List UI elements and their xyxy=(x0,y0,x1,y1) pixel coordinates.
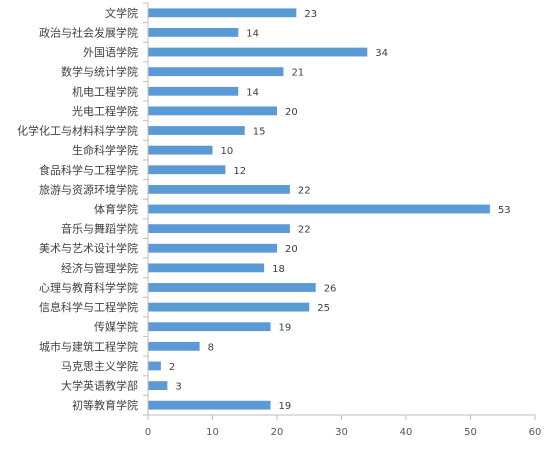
x-tick-label: 10 xyxy=(206,427,219,438)
bar xyxy=(148,302,310,312)
x-tick-label: 30 xyxy=(335,427,348,438)
bar xyxy=(148,67,284,77)
value-label: 22 xyxy=(298,185,311,196)
x-tick-label: 50 xyxy=(464,427,477,438)
value-label: 14 xyxy=(246,87,259,98)
value-label: 20 xyxy=(285,244,298,255)
bar xyxy=(148,165,226,175)
value-label: 12 xyxy=(233,166,246,177)
value-label: 19 xyxy=(279,401,292,412)
x-tick-labels: 0 10 20 30 40 50 60 xyxy=(145,427,542,438)
category-label: 美术与艺术设计学院 xyxy=(39,241,138,255)
category-label: 大学英语教学部 xyxy=(61,379,138,393)
category-label: 体育学院 xyxy=(94,202,138,216)
category-label: 政治与社会发展学院 xyxy=(39,25,138,39)
value-label: 34 xyxy=(375,48,388,59)
bar xyxy=(148,47,368,57)
category-label: 文学院 xyxy=(105,6,138,20)
category-label: 食品科学与工程学院 xyxy=(39,163,138,177)
x-tick-label: 20 xyxy=(271,427,284,438)
bar xyxy=(148,341,200,351)
category-label: 化学化工与材料科学学院 xyxy=(17,124,138,138)
value-label: 53 xyxy=(498,205,511,216)
bar xyxy=(148,224,290,234)
value-label: 23 xyxy=(304,9,317,20)
x-tick-label: 40 xyxy=(400,427,413,438)
bar xyxy=(148,322,271,332)
bar xyxy=(148,126,245,135)
value-label: 20 xyxy=(285,107,298,118)
category-label: 经济与管理学院 xyxy=(61,261,138,275)
category-label: 外国语学院 xyxy=(83,45,138,59)
bar xyxy=(148,86,239,96)
category-label: 音乐与舞蹈学院 xyxy=(61,222,138,236)
value-label: 19 xyxy=(279,323,292,334)
value-label: 22 xyxy=(298,225,311,236)
bar xyxy=(148,204,490,214)
value-label: 10 xyxy=(221,146,234,157)
category-label: 初等教育学院 xyxy=(72,398,138,412)
value-label: 2 xyxy=(169,362,175,373)
category-label: 信息科学与工程学院 xyxy=(39,300,138,314)
category-label: 旅游与资源环境学院 xyxy=(39,182,138,196)
category-label: 数学与统计学院 xyxy=(61,65,138,79)
category-label: 机电工程学院 xyxy=(72,84,138,98)
value-label: 21 xyxy=(291,68,304,79)
category-label: 马克思主义学院 xyxy=(61,359,138,373)
category-label: 心理与教育科学学院 xyxy=(39,280,138,294)
bar xyxy=(148,381,168,390)
axes-group xyxy=(143,2,536,420)
value-label: 14 xyxy=(246,28,259,39)
bar xyxy=(148,283,316,292)
category-label: 生命科学学院 xyxy=(72,143,138,157)
value-label: 26 xyxy=(324,283,337,294)
x-tick-label: 0 xyxy=(145,427,151,438)
bar xyxy=(148,8,297,18)
bar xyxy=(148,28,239,37)
value-label: 25 xyxy=(317,303,330,314)
category-label: 城市与建筑工程学院 xyxy=(39,339,138,353)
x-tick-label: 60 xyxy=(529,427,542,438)
category-label: 传媒学院 xyxy=(94,320,138,334)
value-label: 18 xyxy=(272,264,285,275)
category-label: 光电工程学院 xyxy=(72,104,138,118)
bar xyxy=(148,361,161,371)
bar xyxy=(148,106,277,116)
bar xyxy=(148,400,271,410)
value-label: 15 xyxy=(253,127,266,138)
bar xyxy=(148,145,213,155)
bar xyxy=(148,263,265,273)
category-labels: 文学院政治与社会发展学院外国语学院数学与统计学院机电工程学院光电工程学院化学化工… xyxy=(17,6,138,412)
bars-group xyxy=(148,8,490,410)
value-label: 8 xyxy=(208,342,214,353)
bar xyxy=(148,243,277,253)
bar xyxy=(148,184,290,194)
value-label: 3 xyxy=(175,382,181,393)
